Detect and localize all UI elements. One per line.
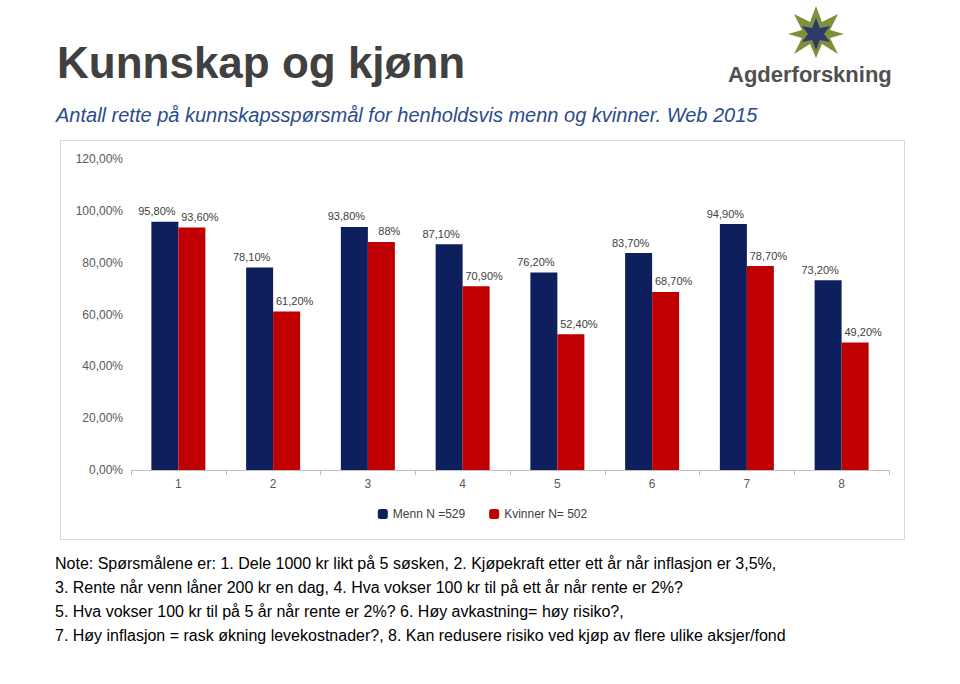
svg-text:93,80%: 93,80% bbox=[328, 210, 366, 222]
svg-text:76,20%: 76,20% bbox=[517, 256, 555, 268]
svg-text:120,00%: 120,00% bbox=[76, 152, 124, 166]
html-text:Kunnskap og kjønn: Kunnskap og kjønn bbox=[57, 38, 466, 87]
svg-text:73,20%: 73,20% bbox=[801, 264, 839, 276]
svg-text:100,00%: 100,00% bbox=[76, 204, 124, 218]
svg-text:0,00%: 0,00% bbox=[89, 463, 123, 477]
svg-text:88%: 88% bbox=[378, 225, 400, 237]
svg-text:80,00%: 80,00% bbox=[82, 256, 123, 270]
svg-text:78,70%: 78,70% bbox=[750, 250, 788, 262]
svg-text:70,90%: 70,90% bbox=[465, 270, 503, 282]
svg-text:52,40%: 52,40% bbox=[560, 318, 598, 330]
svg-text:20,00%: 20,00% bbox=[82, 411, 123, 425]
svg-text:78,10%: 78,10% bbox=[233, 251, 271, 263]
svg-text:68,70%: 68,70% bbox=[655, 275, 693, 287]
svg-text:4: 4 bbox=[459, 477, 466, 491]
svg-text:2: 2 bbox=[270, 477, 277, 491]
svg-text:3: 3 bbox=[365, 477, 372, 491]
svg-text:93,60%: 93,60% bbox=[181, 211, 219, 223]
html-text:Antall rette på kunnskapsspørs: Antall rette på kunnskapsspørsmål for he… bbox=[56, 104, 758, 126]
svg-text:Kvinner N= 502: Kvinner N= 502 bbox=[504, 507, 587, 521]
svg-text:87,10%: 87,10% bbox=[422, 228, 460, 240]
svg-text:40,00%: 40,00% bbox=[82, 359, 123, 373]
svg-text:5: 5 bbox=[554, 477, 561, 491]
html-text:7. Høy inflasjon = rask økning: 7. Høy inflasjon = rask økning levekostn… bbox=[55, 627, 786, 644]
svg-text:1: 1 bbox=[175, 477, 182, 491]
html-text:3. Rente når venn låner 200 kr: 3. Rente når venn låner 200 kr en dag, 4… bbox=[55, 579, 683, 596]
svg-text:8: 8 bbox=[838, 477, 845, 491]
svg-text:83,70%: 83,70% bbox=[612, 237, 650, 249]
svg-text:6: 6 bbox=[649, 477, 656, 491]
html-text:Note: Spørsmålene er: 1. Dele: Note: Spørsmålene er: 1. Dele 1000 kr li… bbox=[55, 555, 777, 572]
svg-text:7: 7 bbox=[744, 477, 751, 491]
html-text:5. Hva vokser 100 kr til på 5: 5. Hva vokser 100 kr til på 5 år når ren… bbox=[55, 603, 624, 620]
svg-text:94,90%: 94,90% bbox=[707, 208, 745, 220]
html-text:Agderforskning: Agderforskning bbox=[728, 62, 892, 87]
svg-text:49,20%: 49,20% bbox=[844, 326, 882, 338]
svg-text:95,80%: 95,80% bbox=[138, 205, 176, 217]
svg-text:Menn N =529: Menn N =529 bbox=[393, 507, 466, 521]
svg-text:60,00%: 60,00% bbox=[82, 308, 123, 322]
svg-text:61,20%: 61,20% bbox=[276, 295, 314, 307]
